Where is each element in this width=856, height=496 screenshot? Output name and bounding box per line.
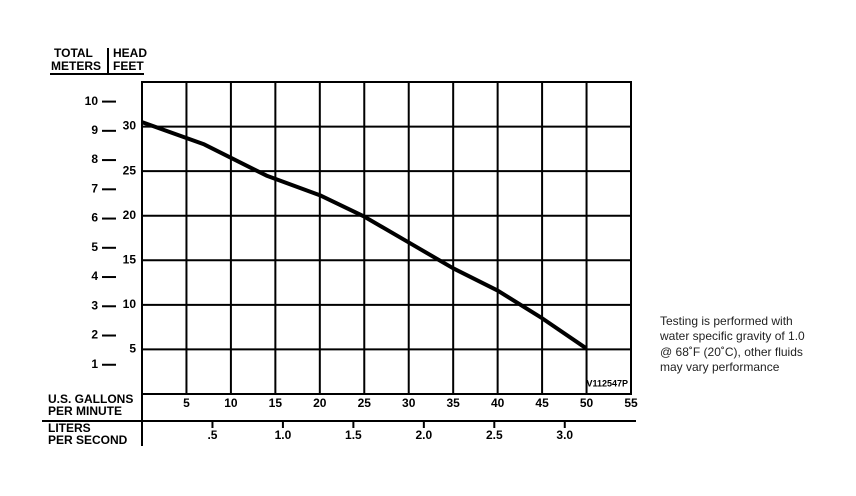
y2-tick-label: 1 — [91, 357, 98, 371]
x-tick-label: 30 — [402, 396, 416, 410]
x2-tick-label: 1.0 — [275, 428, 292, 442]
y2-tick-label: 10 — [85, 94, 99, 108]
x-label: U.S. GALLONS — [48, 392, 133, 406]
x2-tick-label: 1.5 — [345, 428, 362, 442]
y2-tick-label: 9 — [91, 123, 98, 137]
note: Testing is performed with — [660, 314, 793, 328]
x-tick-label: 35 — [447, 396, 461, 410]
y-tick-label: 15 — [123, 252, 137, 266]
y2-tick-label: 2 — [91, 328, 98, 342]
y2-tick-label: 5 — [91, 240, 98, 254]
y-tick-label: 30 — [123, 119, 137, 133]
x-tick-label: 45 — [535, 396, 549, 410]
x2-tick-label: .5 — [207, 428, 217, 442]
x-label: PER MINUTE — [48, 404, 122, 418]
y2-tick-label: 3 — [91, 298, 98, 312]
x2-tick-label: 3.0 — [556, 428, 573, 442]
y2-tick-label: 7 — [91, 181, 98, 195]
x2-tick-label: 2.5 — [486, 428, 503, 442]
x2-label: PER SECOND — [48, 433, 128, 447]
y-tick-label: 20 — [123, 208, 137, 222]
x-tick-label: 15 — [269, 396, 283, 410]
x-tick-label: 40 — [491, 396, 505, 410]
y-tick-label: 10 — [123, 297, 137, 311]
x-tick-label: 55 — [624, 396, 638, 410]
x-tick-label: 10 — [224, 396, 238, 410]
x-tick-label: 50 — [580, 396, 594, 410]
note: @ 68˚F (20˚C), other fluids — [660, 345, 803, 359]
x2-tick-label: 2.0 — [416, 428, 433, 442]
y2-tick-label: 4 — [91, 269, 98, 283]
y-label-left: METERS — [51, 59, 101, 73]
note: may vary performance — [660, 360, 780, 374]
x-tick-label: 25 — [358, 396, 372, 410]
code: V112547P — [586, 378, 628, 388]
x2-label: LITERS — [48, 421, 91, 435]
y-label-right: FEET — [113, 59, 144, 73]
curve — [141, 120, 588, 351]
x-tick-label: 5 — [183, 396, 190, 410]
y-tick-label: 5 — [129, 342, 136, 356]
y2-tick-label: 8 — [91, 152, 98, 166]
y2-tick-label: 6 — [91, 211, 98, 225]
y-tick-label: 25 — [123, 163, 137, 177]
note: water specific gravity of 1.0 — [659, 329, 805, 343]
y-label-right: HEAD — [113, 46, 147, 60]
plot-frame — [141, 81, 632, 395]
y-label-left: TOTAL — [54, 46, 93, 60]
x-tick-label: 20 — [313, 396, 327, 410]
